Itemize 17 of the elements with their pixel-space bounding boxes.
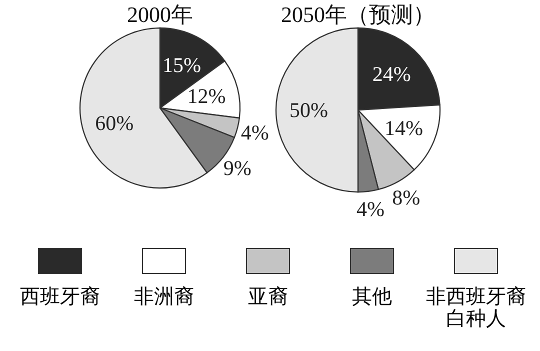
data-label: 60% xyxy=(95,110,134,135)
data-label: 14% xyxy=(384,116,423,140)
legend-label: 亚裔 xyxy=(248,286,288,308)
data-label: 15% xyxy=(162,53,202,78)
data-label: 4% xyxy=(240,120,269,144)
data-label: 24% xyxy=(372,62,411,86)
data-label: 9% xyxy=(223,156,252,180)
legend-label: 非洲裔 xyxy=(134,286,194,308)
legend-label: 非西班牙裔白种人 xyxy=(426,286,526,330)
data-label: 8% xyxy=(392,186,420,210)
data-label: 12% xyxy=(187,84,226,108)
chart-title: 2050年（预测） xyxy=(281,2,435,27)
data-label: 50% xyxy=(290,98,328,122)
data-label: 4% xyxy=(356,197,385,222)
chart-title: 2000年 xyxy=(127,2,193,27)
legend-label: 西班牙裔 xyxy=(20,286,100,308)
legend-label: 其他 xyxy=(352,286,392,308)
